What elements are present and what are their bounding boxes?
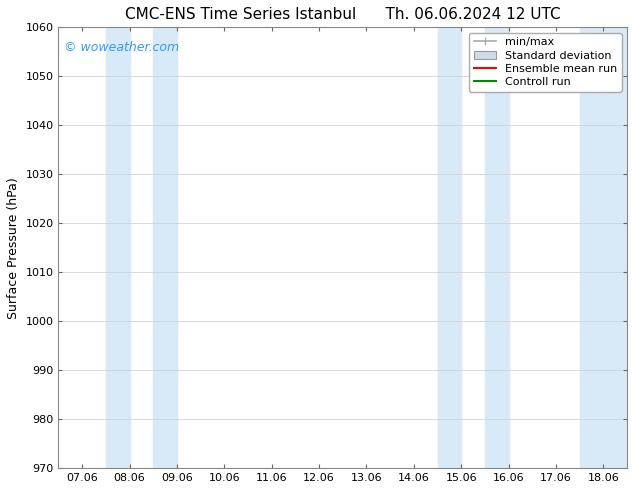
Bar xyxy=(579,27,627,468)
Bar xyxy=(437,27,461,468)
Bar xyxy=(106,27,129,468)
Bar xyxy=(485,27,508,468)
Bar xyxy=(153,27,177,468)
Y-axis label: Surface Pressure (hPa): Surface Pressure (hPa) xyxy=(7,177,20,318)
Text: © woweather.com: © woweather.com xyxy=(64,41,179,53)
Title: CMC-ENS Time Series Istanbul      Th. 06.06.2024 12 UTC: CMC-ENS Time Series Istanbul Th. 06.06.2… xyxy=(125,7,560,22)
Legend: min/max, Standard deviation, Ensemble mean run, Controll run: min/max, Standard deviation, Ensemble me… xyxy=(469,33,621,92)
